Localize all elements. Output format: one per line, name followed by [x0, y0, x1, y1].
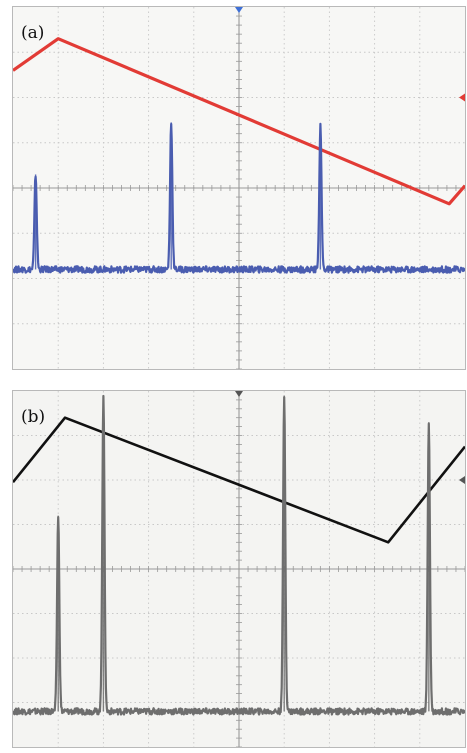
level-marker-right	[459, 93, 465, 102]
oscilloscope-panel-b: (b)	[12, 390, 466, 748]
ramp-trace-b	[13, 416, 465, 544]
level-marker-right	[459, 476, 465, 484]
panel-label-a: (a)	[21, 23, 45, 43]
trace-plot-b	[13, 391, 465, 747]
panel-label-b: (b)	[21, 407, 46, 427]
trigger-marker-top	[235, 391, 243, 397]
grid-a	[13, 7, 465, 369]
signal-trace-a	[13, 122, 465, 274]
oscilloscope-panel-a: (a)	[12, 6, 466, 370]
ramp-trace-a	[13, 37, 465, 206]
signal-trace-b	[13, 394, 465, 716]
trigger-marker-top	[235, 7, 243, 13]
grid-b	[13, 391, 465, 747]
trace-plot-a	[13, 7, 465, 369]
